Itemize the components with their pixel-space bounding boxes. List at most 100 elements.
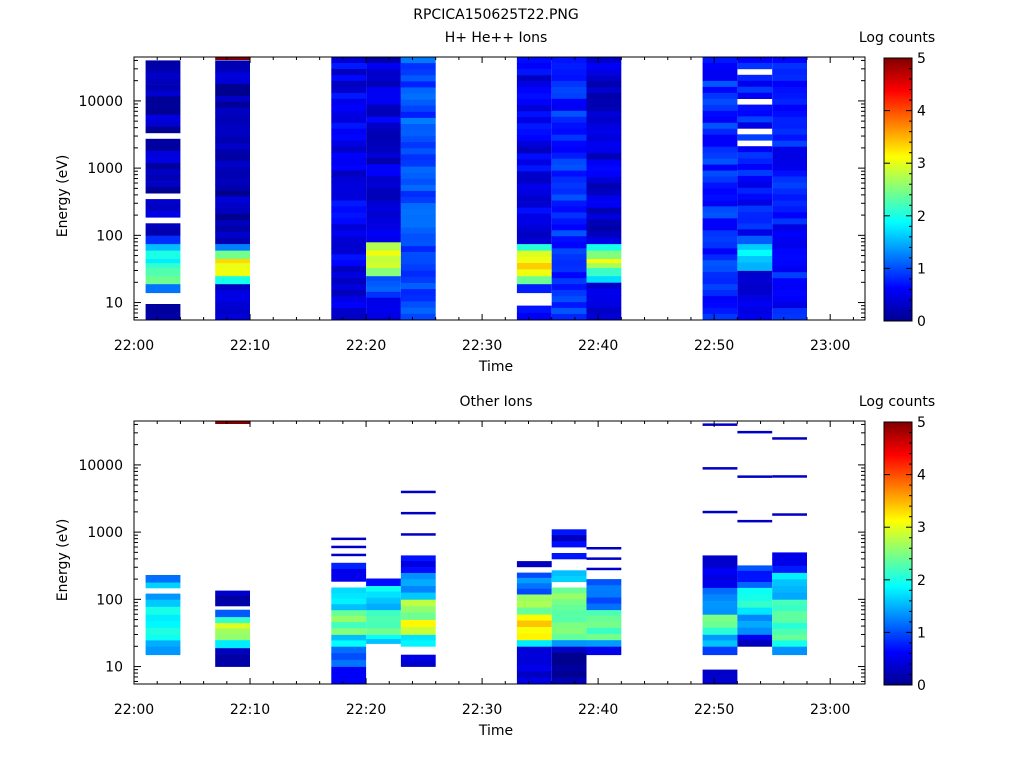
heatmap-cell (772, 200, 807, 207)
heatmap-cell (702, 104, 738, 112)
heatmap-cell (551, 677, 587, 684)
heatmap-cell (331, 562, 367, 570)
heatmap-cell (516, 269, 552, 277)
heatmap-cell (331, 302, 367, 309)
heatmap-cell (551, 593, 587, 600)
heatmap-cell (516, 677, 552, 684)
heatmap-cell (145, 267, 181, 277)
heatmap-cell (702, 296, 738, 303)
heatmap-cell (400, 627, 436, 635)
heatmap-cell (400, 160, 436, 167)
heatmap-cell (702, 581, 738, 588)
heatmap-cell (331, 116, 367, 124)
heatmap-cell (516, 225, 552, 233)
heatmap-cell (551, 128, 587, 136)
heatmap-cell (702, 218, 738, 225)
heatmap-cell (586, 557, 622, 560)
colorbar: Log counts 0 1 2 3 4 5 (859, 30, 935, 330)
heatmap-cell (331, 224, 367, 231)
heatmap-cell (516, 93, 552, 100)
heatmap-cell (551, 188, 587, 195)
heatmap-cell (145, 627, 181, 635)
heatmap-cell (702, 594, 738, 602)
heatmap-cell (737, 430, 773, 434)
colorbar-tick-label: 3 (917, 156, 926, 172)
heatmap-cell (702, 122, 738, 130)
heatmap-cell (551, 634, 587, 641)
heatmap-cell (331, 69, 367, 76)
y-tick-label: 1000 (87, 525, 123, 541)
heatmap-cell (586, 263, 622, 269)
heatmap-cell (331, 254, 367, 261)
panel-other-ions: Other Ions 22:00 22:10 22:20 22:30 22:40 22:5… (55, 394, 935, 739)
heatmap-cell (331, 568, 367, 576)
heatmap-cell (586, 294, 622, 302)
heatmap-cell (215, 267, 250, 277)
heatmap-cell (737, 74, 773, 82)
heatmap-cell (551, 236, 587, 243)
heatmap-cell (772, 640, 807, 647)
heatmap-cell (400, 264, 436, 271)
heatmap-cell (215, 113, 250, 120)
heatmap-cell (516, 572, 552, 579)
heatmap-cell (215, 119, 250, 126)
heatmap-cell (400, 490, 436, 494)
heatmap-cell (400, 148, 436, 155)
heatmap-cell (772, 116, 807, 124)
heatmap-cell (331, 290, 367, 297)
heatmap-cell (331, 266, 367, 273)
heatmap-cell (215, 226, 250, 233)
heatmap-cell (586, 591, 622, 598)
heatmap-cell (551, 616, 587, 623)
heatmap-cell (772, 513, 807, 516)
heatmap-cell (702, 676, 738, 684)
heatmap-cell (366, 639, 401, 644)
x-axis-label: Time (478, 723, 513, 739)
heatmap-cell (516, 283, 552, 294)
heatmap-cell (737, 181, 773, 189)
heatmap-cell (586, 159, 622, 166)
heatmap-cell (772, 266, 807, 273)
heatmap-cell (551, 164, 587, 171)
heatmap-cell (215, 202, 250, 209)
heatmap-cell (772, 164, 807, 171)
heatmap-cell (737, 640, 773, 647)
heatmap-cell (331, 308, 367, 315)
heatmap-cell (516, 87, 552, 94)
heatmap-cell (702, 236, 738, 243)
heatmap-cell (145, 90, 181, 97)
heatmap-cell (366, 622, 401, 629)
heatmap-cell (516, 627, 552, 634)
heatmap-cell (586, 135, 622, 142)
heatmap-cell (516, 165, 552, 172)
heatmap-cell (215, 101, 250, 109)
heatmap-cell (366, 241, 401, 251)
heatmap-cells (145, 57, 807, 320)
heatmap-cell (400, 233, 436, 241)
heatmap-cell (400, 221, 436, 228)
heatmap-cell (366, 104, 401, 112)
heatmap-cell (772, 565, 807, 573)
heatmap-cell (215, 131, 250, 138)
heatmap-cell (772, 146, 807, 154)
heatmap-cell (702, 290, 738, 297)
heatmap-cell (551, 260, 587, 267)
heatmap-cell (586, 171, 622, 178)
heatmap-cell (400, 606, 436, 614)
heatmap-cell (215, 639, 250, 649)
heatmap-cell (400, 57, 436, 64)
heatmap-cell (772, 605, 807, 612)
heatmap-cell (516, 177, 552, 184)
heatmap-cell (551, 218, 587, 225)
heatmap-cell (551, 116, 587, 124)
heatmap-cell (772, 80, 807, 88)
heatmap-cell (551, 599, 587, 606)
heatmap-cell (366, 128, 401, 135)
heatmap-cell (366, 92, 401, 100)
heatmap-cell (551, 194, 587, 201)
heatmap-cell (772, 284, 807, 291)
x-tick-label: 22:00 (114, 338, 154, 354)
heatmap-cell (702, 467, 738, 470)
heatmap-cell (516, 159, 552, 166)
heatmap-cell (702, 308, 738, 315)
